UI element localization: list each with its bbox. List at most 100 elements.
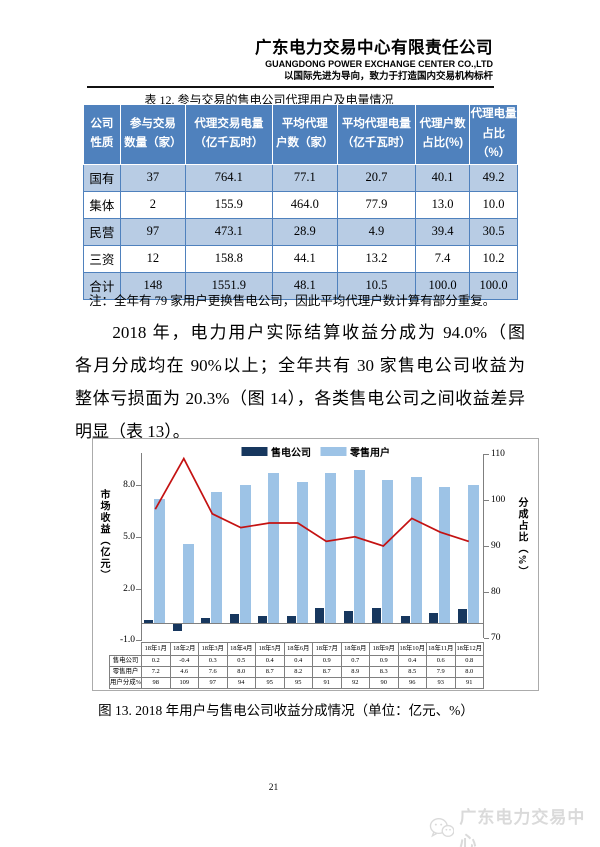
grid-cell: 0.2 <box>141 655 171 667</box>
table-cell: 10.2 <box>469 244 518 273</box>
axis-tick-label: 8.0 <box>123 480 135 491</box>
table12: 公司 性质 参与交易 数量（家） 代理交易电量 （亿千瓦时） 平均代理 户数（家… <box>83 104 518 300</box>
grid-cell: 18年12月 <box>454 642 484 656</box>
axis-tick-label: 2.0 <box>123 583 135 594</box>
table12-header-cell: 平均代理 户数（家） <box>271 104 338 165</box>
table-cell: 28.9 <box>271 217 338 246</box>
grid-cell: 8.9 <box>340 666 370 678</box>
grid-cell: 96 <box>397 677 427 689</box>
bar-power-seller <box>457 609 467 623</box>
bar-power-seller <box>343 610 353 623</box>
grid-cell: 7.2 <box>141 666 171 678</box>
axis-tick <box>484 546 489 547</box>
figure-caption: 图 13. 2018 年用户与售电公司收益分成情况（单位：亿元、%） <box>98 703 474 718</box>
bar-retail-user <box>182 543 194 623</box>
grid-cell: 95 <box>283 677 313 689</box>
grid-cell: 95 <box>255 677 285 689</box>
axis-tick <box>136 485 141 487</box>
table-cell: 77.9 <box>336 190 416 219</box>
grid-cell: 18年10月 <box>397 642 427 656</box>
bar-power-seller <box>229 614 239 623</box>
grid-cell: 零售用户 <box>109 666 142 678</box>
axis-tick <box>136 640 141 642</box>
grid-cell: 18年5月 <box>255 642 285 656</box>
grid-cell: 0.8 <box>454 655 484 667</box>
grid-cell: 0.4 <box>283 655 313 667</box>
bar-power-seller <box>429 612 438 623</box>
grid-cell: 18年11月 <box>426 642 456 656</box>
plot-area: 8.0 5.0 2.0 -1.0 110 100 90 80 70 <box>93 439 538 690</box>
table12-note: 注：全年有 79 家用户更换售电公司，因此平均代理户数计算有部分重复。 <box>89 294 496 308</box>
page-header: 广东电力交易中心有限责任公司 GUANGDONG POWER EXCHANGE … <box>0 39 493 82</box>
watermark-text: 广东电力交易中心 <box>459 808 586 847</box>
grid-cell: 18年2月 <box>169 642 199 656</box>
bar-retail-user <box>296 481 308 623</box>
grid-cell: 18年9月 <box>369 642 399 656</box>
table-cell: 764.1 <box>184 163 273 192</box>
paragraph-line: 各月分成均在 90%以上；全年共有 30 家售电公司收益为负， <box>75 356 525 375</box>
table-cell: 100.0 <box>414 271 471 300</box>
right-axis-line <box>483 454 484 638</box>
bar-power-seller <box>315 607 324 623</box>
axis-tick <box>136 537 141 538</box>
axis-tick <box>484 500 489 501</box>
table-cell: 20.7 <box>336 163 416 192</box>
table12-header-cell: 代理电量 占比（%） <box>469 104 518 165</box>
table-cell: 37 <box>119 163 186 192</box>
bar-retail-user <box>211 492 222 623</box>
table-cell: 10.0 <box>469 190 518 219</box>
grid-cell: 0.9 <box>312 655 342 667</box>
grid-cell: 8.7 <box>312 666 342 678</box>
table-cell: 7.4 <box>414 244 471 273</box>
grid-cell: 7.9 <box>426 666 456 678</box>
chart-legend: 售电公司 零售用户 <box>241 444 390 459</box>
right-axis-title: 分成占比（%） <box>516 497 527 578</box>
grid-cell: 8.3 <box>369 666 399 678</box>
table12-header-row: 公司 性质 参与交易 数量（家） 代理交易电量 （亿千瓦时） 平均代理 户数（家… <box>83 104 518 165</box>
bar-retail-user <box>325 473 336 623</box>
table-cell: 4.9 <box>336 217 416 246</box>
table-cell: 464.0 <box>271 190 338 219</box>
grid-blank-cell <box>110 643 142 656</box>
grid-cell: 8.7 <box>255 666 285 678</box>
axis-tick-label: 80 <box>491 587 501 597</box>
legend-swatch-1 <box>320 447 346 456</box>
wechat-icon <box>429 818 455 838</box>
table-cell: 49.2 <box>469 163 518 192</box>
grid-cell: 94 <box>226 677 256 689</box>
bar-retail-user <box>239 485 251 623</box>
grid-cell: 90 <box>369 677 399 689</box>
company-name-cn: 广东电力交易中心有限责任公司 <box>255 39 493 57</box>
grid-cell: 用户分成% <box>109 677 142 689</box>
bar-retail-user <box>268 473 279 623</box>
figure13-chart: 售电公司 零售用户 市场收益（亿元） 分成占比（%） 8.0 5.0 2.0 -1.0… <box>92 438 539 691</box>
table-cell: 44.1 <box>271 244 338 273</box>
grid-cell: 8.0 <box>454 666 484 678</box>
bar-power-seller <box>400 616 410 623</box>
axis-tick <box>484 454 489 455</box>
table-cell: 100.0 <box>469 271 518 300</box>
bar-power-seller <box>258 616 267 623</box>
grid-cell: 0.4 <box>397 655 427 667</box>
grid-cell: 18年4月 <box>226 642 256 656</box>
grid-cell: 97 <box>198 677 228 689</box>
table-row: 民营 97 473.1 28.9 4.9 39.4 30.5 <box>83 217 518 246</box>
left-axis-line <box>141 453 142 641</box>
grid-cell: 91 <box>312 677 342 689</box>
axis-tick-label: 90 <box>491 541 501 551</box>
grid-cell: 8.5 <box>397 666 427 678</box>
bar-power-seller <box>372 607 381 623</box>
grid-cell: 98 <box>141 677 171 689</box>
axis-tick <box>484 638 489 639</box>
axis-tick <box>136 588 141 590</box>
body-paragraph: 2018 年，电力用户实际结算收益分成为 94.0%（图 13）， 各月分成均在… <box>75 316 525 448</box>
header-rule <box>87 86 494 88</box>
left-axis-title: 市场收益（亿元） <box>98 489 109 581</box>
table12-header-cell: 平均代理电量 （亿千瓦时） <box>336 104 416 165</box>
grid-cell: 4.6 <box>169 666 199 678</box>
legend-swatch-0 <box>241 447 267 456</box>
table12-header-cell: 代理户数 占比(%) <box>414 104 471 165</box>
grid-cell: 109 <box>169 677 199 689</box>
table-cell: 40.1 <box>414 163 471 192</box>
table12-title: 表 12. 参与交易的售电公司代理用户及电量情况 <box>144 93 394 107</box>
